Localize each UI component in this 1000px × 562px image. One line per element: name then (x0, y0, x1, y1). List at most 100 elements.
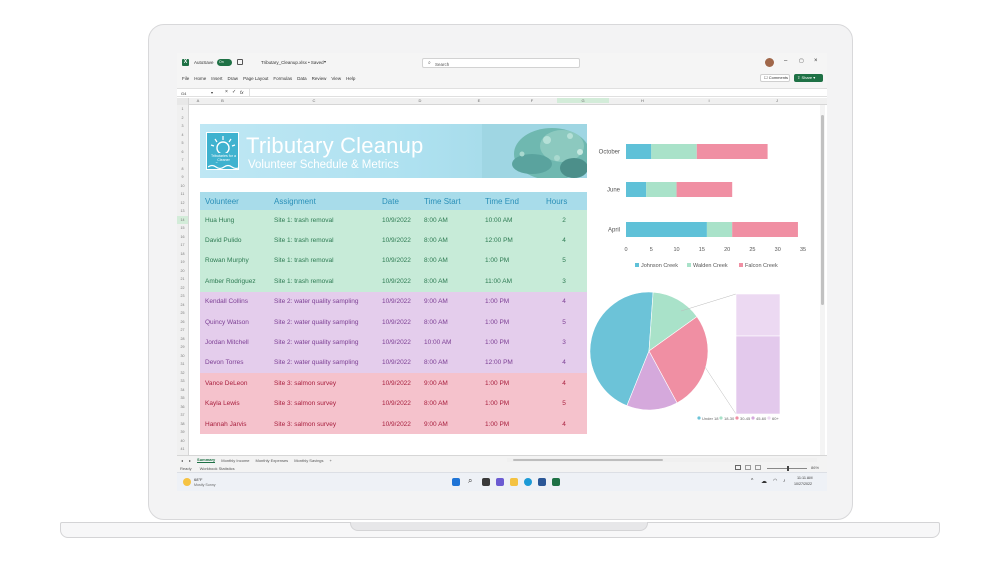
pie-slice[interactable] (648, 291, 698, 352)
table-cell[interactable]: 10/9/2022 (377, 311, 419, 333)
ribbon-tab-4[interactable]: Page Layout (243, 76, 269, 81)
row-header[interactable]: 33 (180, 379, 185, 383)
bar-segment[interactable] (676, 182, 733, 197)
row-header[interactable]: 7 (181, 158, 184, 162)
row-header[interactable]: 19 (180, 260, 185, 264)
table-cell[interactable]: 3 (541, 332, 587, 353)
volume-icon[interactable]: ♪ (783, 478, 786, 484)
formula-input[interactable] (249, 89, 823, 97)
table-cell[interactable]: 10/9/2022 (377, 373, 419, 394)
table-cell[interactable]: 10:00 AM (419, 332, 480, 353)
table-cell[interactable]: 10/9/2022 (377, 291, 419, 312)
normal-view-icon[interactable] (735, 465, 741, 470)
table-cell[interactable]: 10/9/2022 (377, 271, 419, 292)
row-header[interactable]: 36 (180, 404, 185, 409)
table-cell[interactable]: Hannah Jarvis (200, 413, 269, 435)
enter-icon[interactable]: ✓ (232, 89, 237, 95)
row-header[interactable]: 9 (181, 175, 184, 179)
table-cell[interactable]: 3 (541, 271, 587, 292)
sheet-tab-3[interactable]: Monthly Savings (294, 457, 324, 463)
row-header[interactable]: 29 (180, 345, 185, 349)
clock-time[interactable]: 11:11 AM (797, 476, 813, 480)
table-cell[interactable]: David Pulido (200, 230, 269, 251)
table-header-cell[interactable]: Time End (480, 192, 541, 210)
weather-icon[interactable] (183, 478, 191, 486)
row-header[interactable]: 41 (180, 447, 185, 451)
pie-slice[interactable] (648, 316, 709, 404)
table-cell[interactable]: 12:00 PM (480, 230, 541, 251)
horizontal-scrollbar[interactable] (507, 458, 817, 462)
zoom-level[interactable]: 86% (811, 465, 820, 470)
column-header[interactable]: G (557, 98, 609, 103)
row-header[interactable]: 40 (180, 438, 185, 443)
row-header[interactable]: 16 (180, 234, 185, 239)
row-header[interactable]: 4 (181, 132, 184, 137)
table-cell[interactable]: Hua Hung (200, 210, 269, 231)
pie-of-pie-chart[interactable]: Under 18 18-30 30-45 45-60 60+ (589, 289, 821, 423)
store-icon[interactable] (538, 478, 546, 486)
table-cell[interactable]: Site 1: trash removal (269, 271, 377, 292)
table-cell[interactable]: Site 2: water quality sampling (269, 311, 377, 333)
column-header[interactable]: H (641, 98, 644, 103)
table-cell[interactable]: 10/9/2022 (377, 393, 419, 414)
start-icon[interactable] (452, 478, 460, 486)
table-cell[interactable]: 4 (541, 413, 587, 435)
table-cell[interactable]: Quincy Watson (200, 311, 269, 333)
table-cell[interactable]: Site 2: water quality sampling (269, 332, 377, 353)
table-cell[interactable]: 4 (541, 291, 587, 312)
bar-segment[interactable] (626, 182, 647, 197)
table-cell[interactable]: 1:00 PM (480, 332, 541, 353)
table-cell[interactable]: Vance DeLeon (200, 373, 269, 394)
row-header[interactable]: 25 (180, 311, 185, 315)
row-header[interactable]: 38 (180, 421, 185, 426)
row-header[interactable]: 20 (180, 268, 185, 273)
ribbon-tab-9[interactable]: Help (346, 76, 356, 81)
bar-segment[interactable] (651, 144, 697, 159)
table-cell[interactable]: 9:00 AM (419, 373, 480, 394)
bar-segment[interactable] (732, 222, 798, 237)
bar-segment[interactable] (646, 182, 677, 197)
avatar[interactable] (765, 58, 774, 67)
secondary-bar-segment[interactable] (735, 293, 781, 337)
table-cell[interactable]: 5 (541, 250, 587, 272)
page-layout-view-icon[interactable] (745, 465, 751, 470)
row-header[interactable]: 1 (181, 107, 184, 111)
taskbar-search-icon[interactable]: ⌕ (468, 476, 473, 485)
table-cell[interactable]: Site 2: water quality sampling (269, 291, 377, 312)
table-cell[interactable]: Site 1: trash removal (269, 210, 377, 231)
table-cell[interactable]: 8:00 AM (419, 250, 480, 272)
filename[interactable]: Tributary_Cleanup.xlsx • Saved (261, 60, 324, 65)
ribbon-tab-1[interactable]: Home (194, 76, 207, 81)
row-header[interactable]: 12 (180, 200, 185, 205)
table-cell[interactable]: 12:00 PM (480, 352, 541, 374)
table-cell[interactable]: 4 (541, 230, 587, 251)
zoom-slider-thumb[interactable] (787, 466, 789, 471)
filename-chevron-icon[interactable]: ▾ (324, 59, 327, 64)
row-header[interactable]: 6 (181, 149, 184, 154)
bar-segment[interactable] (626, 144, 652, 159)
edge-icon[interactable] (524, 478, 532, 486)
excel-taskbar-icon[interactable] (552, 478, 560, 486)
row-header[interactable]: 28 (180, 336, 185, 341)
row-header[interactable]: 10 (180, 183, 185, 188)
sheet-tab-2[interactable]: Monthly Expenses (255, 457, 289, 463)
row-header[interactable]: 21 (180, 277, 185, 281)
ribbon-tab-5[interactable]: Formulas (273, 76, 293, 81)
row-header[interactable]: 17 (180, 243, 185, 247)
file-explorer-icon[interactable] (510, 478, 518, 486)
add-sheet-button[interactable]: + (329, 457, 332, 463)
row-header[interactable]: 26 (180, 319, 185, 324)
column-header[interactable]: A (196, 98, 200, 103)
table-cell[interactable]: 4 (541, 352, 587, 374)
zoom-slider[interactable] (767, 466, 807, 471)
table-cell[interactable]: 10/9/2022 (377, 210, 419, 231)
secondary-bar-segment[interactable] (735, 335, 781, 415)
row-header[interactable]: 3 (181, 124, 184, 128)
next-sheet-icon[interactable]: ▸ (189, 457, 192, 463)
vertical-scrollbar[interactable] (820, 105, 825, 455)
row-header[interactable]: 18 (180, 251, 185, 256)
row-header[interactable]: 11 (180, 192, 185, 196)
table-cell[interactable]: 10/9/2022 (377, 332, 419, 353)
table-cell[interactable]: 2 (541, 210, 587, 231)
close-icon[interactable]: × (814, 58, 818, 64)
